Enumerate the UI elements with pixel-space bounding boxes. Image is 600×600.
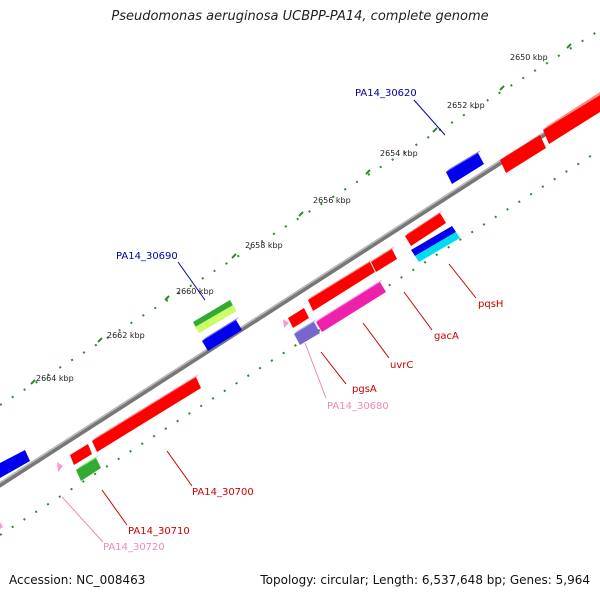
gene-PA14_30700 xyxy=(92,374,199,441)
gene-label-gacA: gacA xyxy=(434,331,459,342)
gene-block xyxy=(543,92,600,130)
gene-pqsH xyxy=(405,213,446,246)
gene-uvrC xyxy=(316,279,383,322)
gene-pgsA xyxy=(294,322,320,345)
tick-label: 2660 kbp xyxy=(176,287,214,296)
tick-label: 2650 kbp xyxy=(510,53,548,62)
gene-block xyxy=(202,320,242,351)
gene-block xyxy=(411,226,456,256)
tick-label: 2652 kbp xyxy=(447,101,485,110)
gene-PA14_30700 xyxy=(92,377,201,452)
gene-block xyxy=(288,308,309,328)
gene-PA14_30680 xyxy=(283,319,289,328)
forward-genes xyxy=(0,92,600,478)
gene-labels: PA14_30620 PA14_30690 pqsH gacA uvrC pgs… xyxy=(103,88,503,553)
gene-uvrC xyxy=(316,282,386,332)
gene-PA14_30620 xyxy=(446,150,481,172)
gene-block xyxy=(371,249,397,272)
gene-PA14_30710 xyxy=(76,458,101,481)
tick-label: 2662 kbp xyxy=(107,331,145,340)
gene-block xyxy=(308,259,373,300)
gene-PA14_30690 xyxy=(195,305,236,333)
map-title: Pseudomonas aeruginosa UCBPP-PA14, compl… xyxy=(111,9,489,24)
tick-label: 2654 kbp xyxy=(380,149,418,158)
reverse-genes xyxy=(0,210,460,529)
gene-label-uvrC: uvrC xyxy=(390,360,413,371)
gene-PA14_30620 xyxy=(446,153,484,184)
gene-label-PA14_30710: PA14_30710 xyxy=(128,526,190,537)
gene-label-PA14_30680: PA14_30680 xyxy=(327,401,389,412)
gene-block xyxy=(543,95,600,144)
gene-label-PA14_30700: PA14_30700 xyxy=(192,487,254,498)
gene-block xyxy=(415,232,460,262)
gene-label-pqsH: pqsH xyxy=(478,299,503,310)
outer-tick-ring xyxy=(0,29,600,406)
gene-block xyxy=(371,246,395,262)
gene-pgsA xyxy=(294,319,317,334)
gene-PA14_30710 xyxy=(76,455,99,470)
tick-label: 2656 kbp xyxy=(313,196,351,205)
gene-block xyxy=(0,522,3,529)
leader-lines xyxy=(61,99,477,543)
gene-label-PA14_30720: PA14_30720 xyxy=(103,542,165,553)
major-ticks xyxy=(30,43,572,385)
gene-block xyxy=(500,132,544,160)
gene-label-pgsA: pgsA xyxy=(352,384,377,395)
gene-block xyxy=(202,317,239,341)
gene-block xyxy=(0,450,30,478)
tick-label: 2664 kbp xyxy=(36,374,74,383)
gene-label-PA14_30620: PA14_30620 xyxy=(355,88,417,99)
tick-labels: 2650 kbp 2652 kbp 2654 kbp 2656 kbp 2658… xyxy=(36,53,548,383)
accession-text: Accession: NC_008463 xyxy=(9,573,146,587)
gene-pqsH xyxy=(405,210,443,236)
gene-block xyxy=(500,135,546,173)
tick-label: 2658 kbp xyxy=(245,241,283,250)
gene-block xyxy=(70,444,92,465)
gene-label-PA14_30690: PA14_30690 xyxy=(116,251,178,262)
gene-block xyxy=(308,262,375,311)
genome-summary-text: Topology: circular; Length: 6,537,648 bp… xyxy=(260,573,590,587)
gene-PA14_30720 xyxy=(57,462,63,472)
